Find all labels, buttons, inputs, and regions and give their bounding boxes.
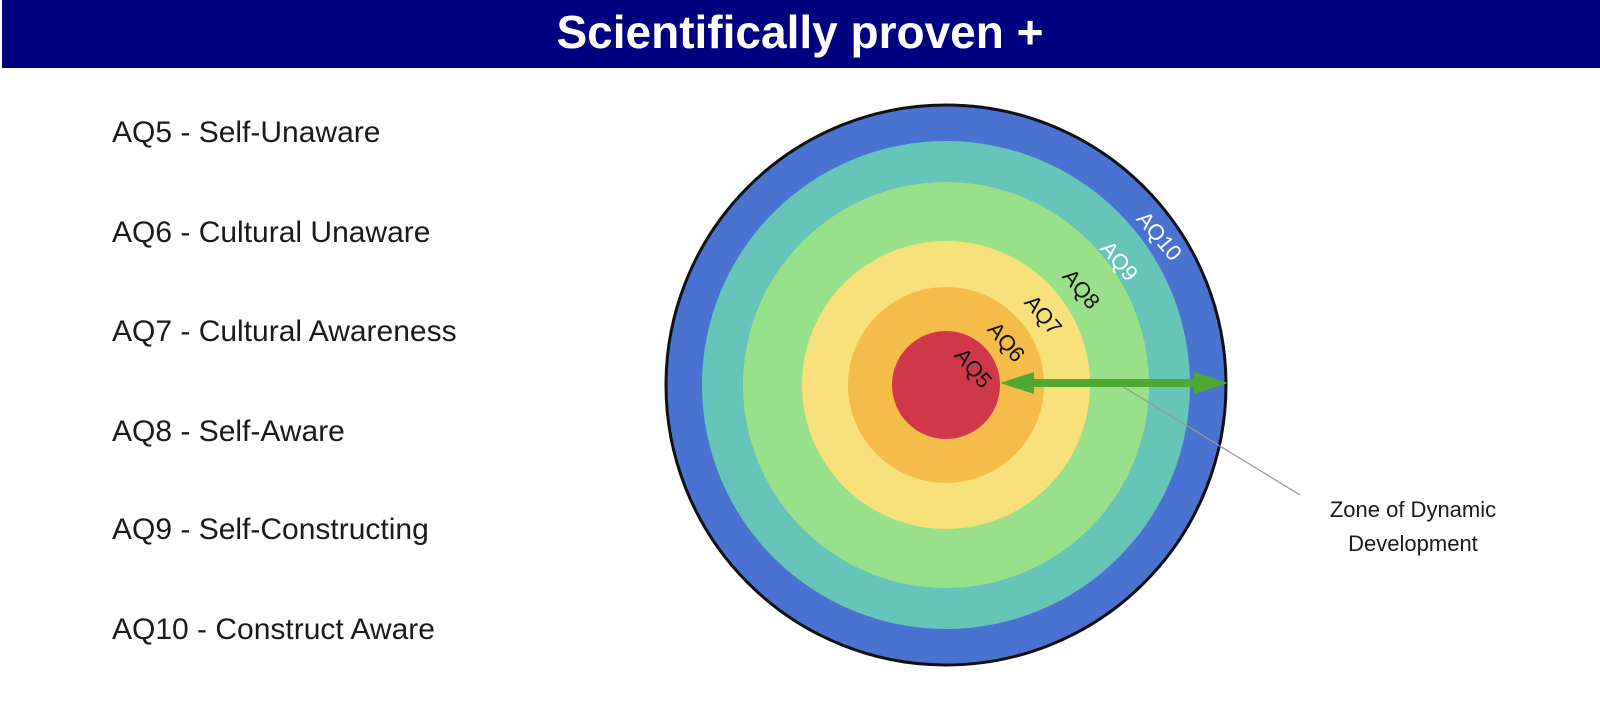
ring-diagram: AQ10 AQ9 AQ8 AQ7 AQ6 AQ5 [664, 103, 1301, 667]
leader-line [1116, 382, 1301, 496]
header-title: Scientifically proven + [556, 6, 1043, 58]
level-item: AQ5 - Self-Unaware [112, 116, 380, 149]
ring [892, 331, 1000, 439]
level-item: AQ10 - Construct Aware [112, 613, 435, 646]
annotation: Zone of Dynamic [1330, 497, 1496, 522]
header-bar [2, 0, 1600, 68]
level-item: AQ6 - Cultural Unaware [112, 216, 430, 249]
zone-arrow [1000, 372, 1228, 394]
annotation: Development [1348, 531, 1478, 556]
level-item: AQ7 - Cultural Awareness [112, 315, 457, 348]
level-item: AQ9 - Self-Constructing [112, 513, 429, 546]
level-item: AQ8 - Self-Aware [112, 415, 345, 448]
